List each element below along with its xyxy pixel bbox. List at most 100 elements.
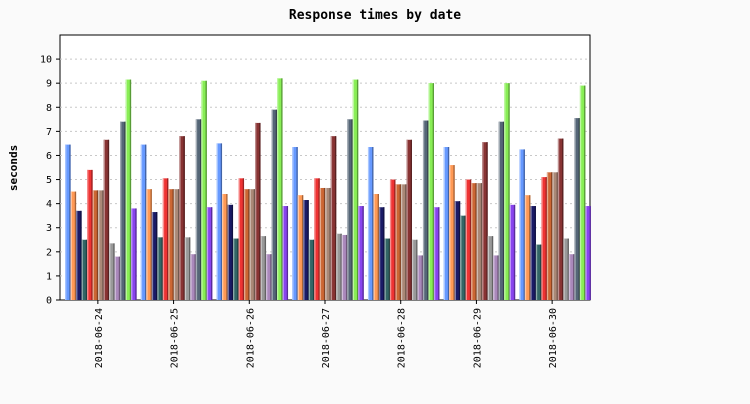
- bar: [471, 183, 477, 300]
- bar: [109, 243, 115, 300]
- bar-highlight: [173, 189, 176, 300]
- y-tick-label: 0: [46, 296, 52, 307]
- bar: [297, 195, 304, 300]
- bar-shadow: [242, 178, 245, 300]
- bar-shadow: [301, 195, 304, 300]
- bar: [303, 200, 309, 300]
- x-tick-label: 2018-06-24: [94, 308, 105, 368]
- bar-highlight: [238, 178, 240, 300]
- bars: [65, 78, 591, 301]
- bar-shadow: [323, 187, 326, 300]
- bar: [184, 237, 191, 300]
- bar-highlight: [140, 144, 143, 300]
- bar: [487, 236, 494, 300]
- bar: [519, 149, 525, 300]
- bar: [417, 255, 423, 300]
- bar: [319, 187, 326, 300]
- bar-highlight: [417, 255, 419, 300]
- bar-shadow: [275, 109, 278, 300]
- bar: [406, 139, 412, 300]
- y-tick-label: 4: [46, 199, 52, 210]
- bar-shadow: [96, 190, 99, 300]
- x-tick-label: 2018-06-28: [397, 308, 408, 368]
- bar: [266, 254, 272, 300]
- bar: [574, 118, 580, 300]
- bar-shadow: [91, 169, 93, 300]
- bar-shadow: [356, 79, 359, 301]
- bar-shadow: [383, 207, 385, 300]
- bar: [476, 183, 483, 300]
- bar: [308, 239, 315, 300]
- bar-shadow: [578, 118, 580, 300]
- bar-shadow: [464, 215, 466, 300]
- bar: [92, 190, 99, 300]
- bar: [233, 238, 239, 300]
- bar-highlight: [206, 207, 209, 300]
- bar: [568, 254, 575, 300]
- bar-highlight: [131, 208, 133, 300]
- bar-shadow: [345, 234, 348, 300]
- bar-highlight: [422, 120, 425, 300]
- bar-shadow: [194, 254, 196, 300]
- bar-highlight: [384, 238, 386, 300]
- bar: [195, 119, 202, 301]
- bar-group: [367, 83, 440, 300]
- bar-shadow: [573, 254, 575, 300]
- bar-shadow: [529, 195, 531, 300]
- bar: [563, 238, 569, 300]
- bar-shadow: [334, 136, 337, 300]
- bar-highlight: [308, 239, 311, 300]
- bar: [541, 177, 547, 300]
- bar-highlight: [509, 204, 511, 300]
- bar: [504, 83, 510, 300]
- bar-highlight: [378, 207, 381, 300]
- bar: [65, 144, 71, 300]
- bar: [168, 189, 174, 300]
- bar-shadow: [200, 119, 202, 301]
- bar-shadow: [545, 177, 547, 300]
- bar-highlight: [249, 189, 251, 300]
- bar-shadow: [427, 120, 429, 300]
- bar: [201, 80, 207, 300]
- bar-highlight: [266, 254, 268, 300]
- bar-shadow: [102, 190, 104, 300]
- bar-shadow: [551, 172, 553, 300]
- bar-shadow: [124, 121, 126, 301]
- bar-shadow: [469, 179, 472, 300]
- bar: [162, 178, 169, 300]
- bar-shadow: [508, 83, 510, 300]
- y-axis-label: seconds: [7, 145, 20, 191]
- bar-group: [140, 80, 213, 301]
- y-tick-label: 6: [46, 151, 52, 162]
- bar-shadow: [156, 212, 158, 300]
- bar: [190, 254, 196, 300]
- bar: [336, 233, 342, 300]
- bar-highlight: [519, 149, 521, 300]
- bar-highlight: [358, 206, 360, 300]
- bar-shadow: [432, 83, 434, 300]
- bar-shadow: [453, 165, 455, 300]
- bar-highlight: [574, 118, 576, 300]
- x-tick-label: 2018-06-30: [548, 308, 559, 368]
- bar: [395, 184, 401, 300]
- bar-shadow: [405, 184, 407, 300]
- bar: [509, 204, 516, 300]
- x-tick-label: 2018-06-26: [245, 308, 256, 368]
- bar-highlight: [493, 255, 495, 300]
- bar: [498, 121, 505, 301]
- bar-highlight: [271, 109, 273, 300]
- bar-highlight: [184, 237, 187, 300]
- bar-shadow: [237, 238, 239, 300]
- bar-highlight: [282, 206, 284, 300]
- bar-highlight: [216, 143, 218, 300]
- bar-shadow: [513, 204, 516, 300]
- bar-group: [443, 83, 516, 301]
- y-tick-label: 9: [46, 79, 52, 90]
- bar-shadow: [399, 184, 401, 300]
- bar: [103, 139, 110, 300]
- bar-highlight: [557, 138, 560, 300]
- bar-shadow: [178, 189, 180, 300]
- bar: [428, 83, 434, 300]
- bar-shadow: [491, 236, 494, 300]
- bar-highlight: [146, 189, 148, 300]
